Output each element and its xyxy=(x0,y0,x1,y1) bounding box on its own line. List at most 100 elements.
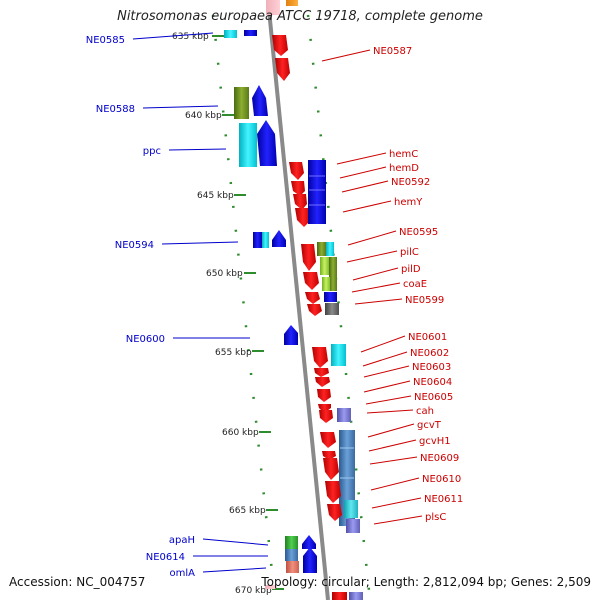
gene-label-coaE[interactable]: coaE xyxy=(403,279,427,290)
gene-ppc-cyan xyxy=(239,123,257,167)
gene-NE0603 xyxy=(314,368,329,377)
genome-backbone xyxy=(266,0,330,600)
gene-ne0595-cyan xyxy=(326,242,334,256)
gene-coaE xyxy=(305,292,320,304)
gene-label-plsC[interactable]: plsC xyxy=(425,512,446,523)
gene-ne0588 xyxy=(234,87,249,119)
gene-NE0610 xyxy=(325,481,341,503)
gene-label-apaH[interactable]: apaH xyxy=(169,535,195,546)
gene-pilD-lime xyxy=(322,277,330,291)
gene-top-pink xyxy=(266,0,280,15)
gene-label-gcvT[interactable]: gcvT xyxy=(417,420,442,431)
gene-label-pilC[interactable]: pilC xyxy=(400,247,419,258)
gene-label-NE0604[interactable]: NE0604 xyxy=(413,377,452,388)
gene-hemD xyxy=(291,181,305,196)
gene-label-NE0600[interactable]: NE0600 xyxy=(126,334,165,345)
leader-line xyxy=(202,567,267,573)
gene-hemY xyxy=(295,208,311,227)
tick-label: 655 kbp xyxy=(215,348,252,358)
gene-pilD xyxy=(303,272,319,290)
gene-ne0587-a xyxy=(272,35,288,56)
gene-label-NE0594[interactable]: NE0594 xyxy=(115,240,154,251)
gene-label-NE0602[interactable]: NE0602 xyxy=(410,348,449,359)
gene-label-hemD[interactable]: hemD xyxy=(389,163,419,174)
gene-ne0595-olive xyxy=(317,242,326,256)
gene-label-omlA[interactable]: omlA xyxy=(170,568,196,579)
gene-label-NE0587[interactable]: NE0587 xyxy=(373,46,412,57)
gene-label-NE0609[interactable]: NE0609 xyxy=(420,453,459,464)
gene-NE0614-arrow xyxy=(303,547,317,563)
gene-pilC-lime xyxy=(320,257,329,275)
tick-label: 665 kbp xyxy=(229,506,266,516)
gene-ne0594-arrow xyxy=(272,230,286,247)
gene-coaE-blue xyxy=(324,292,337,302)
gene-ne0594-cyan xyxy=(262,232,269,248)
leader-line xyxy=(354,298,403,305)
gene-label-gcvH1[interactable]: gcvH1 xyxy=(419,436,451,447)
leader-line xyxy=(132,32,214,40)
leader-line xyxy=(161,241,239,245)
leader-line xyxy=(369,456,418,465)
genome-summary-text: Topology: circular; Length: 2,812,094 bp… xyxy=(261,575,591,589)
gene-ne0600 xyxy=(284,325,298,345)
leader-line xyxy=(168,148,227,151)
gene-label-NE0605[interactable]: NE0605 xyxy=(414,392,453,403)
leader-line xyxy=(367,423,415,438)
gene-label-hemC[interactable]: hemC xyxy=(389,149,418,160)
gene-bottom-purple xyxy=(349,592,363,600)
gene-label-NE0585[interactable]: NE0585 xyxy=(86,35,125,46)
tick-label: 670 kbp xyxy=(235,586,272,596)
gene-pilD-olive xyxy=(329,257,337,291)
gene-plsC-purple xyxy=(346,519,360,533)
gene-label-pilD[interactable]: pilD xyxy=(401,264,421,275)
leader-line xyxy=(368,439,417,452)
gene-label-NE0603[interactable]: NE0603 xyxy=(412,362,451,373)
leader-line xyxy=(347,230,397,246)
leader-line xyxy=(363,365,410,378)
gene-NE0601-cyan xyxy=(331,344,346,366)
gene-gcvT xyxy=(320,432,336,448)
gene-NE0592 xyxy=(293,194,307,210)
gene-label-NE0599[interactable]: NE0599 xyxy=(405,295,444,306)
gene-gcvH1 xyxy=(322,451,336,460)
tick-label: 635 kbp xyxy=(172,32,209,42)
gene-label-cah[interactable]: cah xyxy=(416,406,434,417)
gene-hemC xyxy=(289,162,304,180)
gene-label-ppc[interactable]: ppc xyxy=(143,146,161,157)
gene-teal xyxy=(344,500,358,518)
gene-hem-blue-stack xyxy=(308,160,326,224)
gene-NE0601 xyxy=(312,347,328,368)
leader-line xyxy=(342,200,392,213)
gene-NE0599-gray xyxy=(325,303,339,315)
gene-label-NE0610[interactable]: NE0610 xyxy=(422,474,461,485)
label-leaders xyxy=(132,32,423,573)
gene-label-NE0601[interactable]: NE0601 xyxy=(408,332,447,343)
leader-line xyxy=(363,380,411,393)
leader-line xyxy=(346,250,398,263)
leader-line xyxy=(371,497,422,509)
gene-label-NE0595[interactable]: NE0595 xyxy=(399,227,438,238)
gene-bottom-pink xyxy=(265,585,276,589)
gene-NE0605 xyxy=(317,389,331,402)
tick-label: 660 kbp xyxy=(222,428,259,438)
scale-ticks: 635 kbp 640 kbp 645 kbp 650 kbp 655 kbp 660 k… xyxy=(172,32,284,596)
gene-label-NE0592[interactable]: NE0592 xyxy=(391,177,430,188)
leader-line xyxy=(336,152,387,165)
gene-NE0599 xyxy=(307,304,322,316)
leader-line xyxy=(370,477,420,491)
gene-label-hemY[interactable]: hemY xyxy=(394,197,423,208)
leader-line xyxy=(362,351,408,367)
gene-cah-b xyxy=(319,410,333,423)
leader-line xyxy=(366,409,414,414)
page-title: Nitrosomonas europaea ATCC 19718, comple… xyxy=(117,9,483,24)
leader-line xyxy=(365,395,412,405)
gene-label-NE0614[interactable]: NE0614 xyxy=(146,552,185,563)
leader-line xyxy=(142,105,219,109)
gene-label-NE0611[interactable]: NE0611 xyxy=(424,494,463,505)
gene-cah-purple xyxy=(337,408,351,422)
gene-label-NE0588[interactable]: NE0588 xyxy=(96,104,135,115)
leader-line xyxy=(352,267,399,281)
gene-apaH-green xyxy=(285,536,298,549)
gene-NE0611 xyxy=(327,504,342,521)
